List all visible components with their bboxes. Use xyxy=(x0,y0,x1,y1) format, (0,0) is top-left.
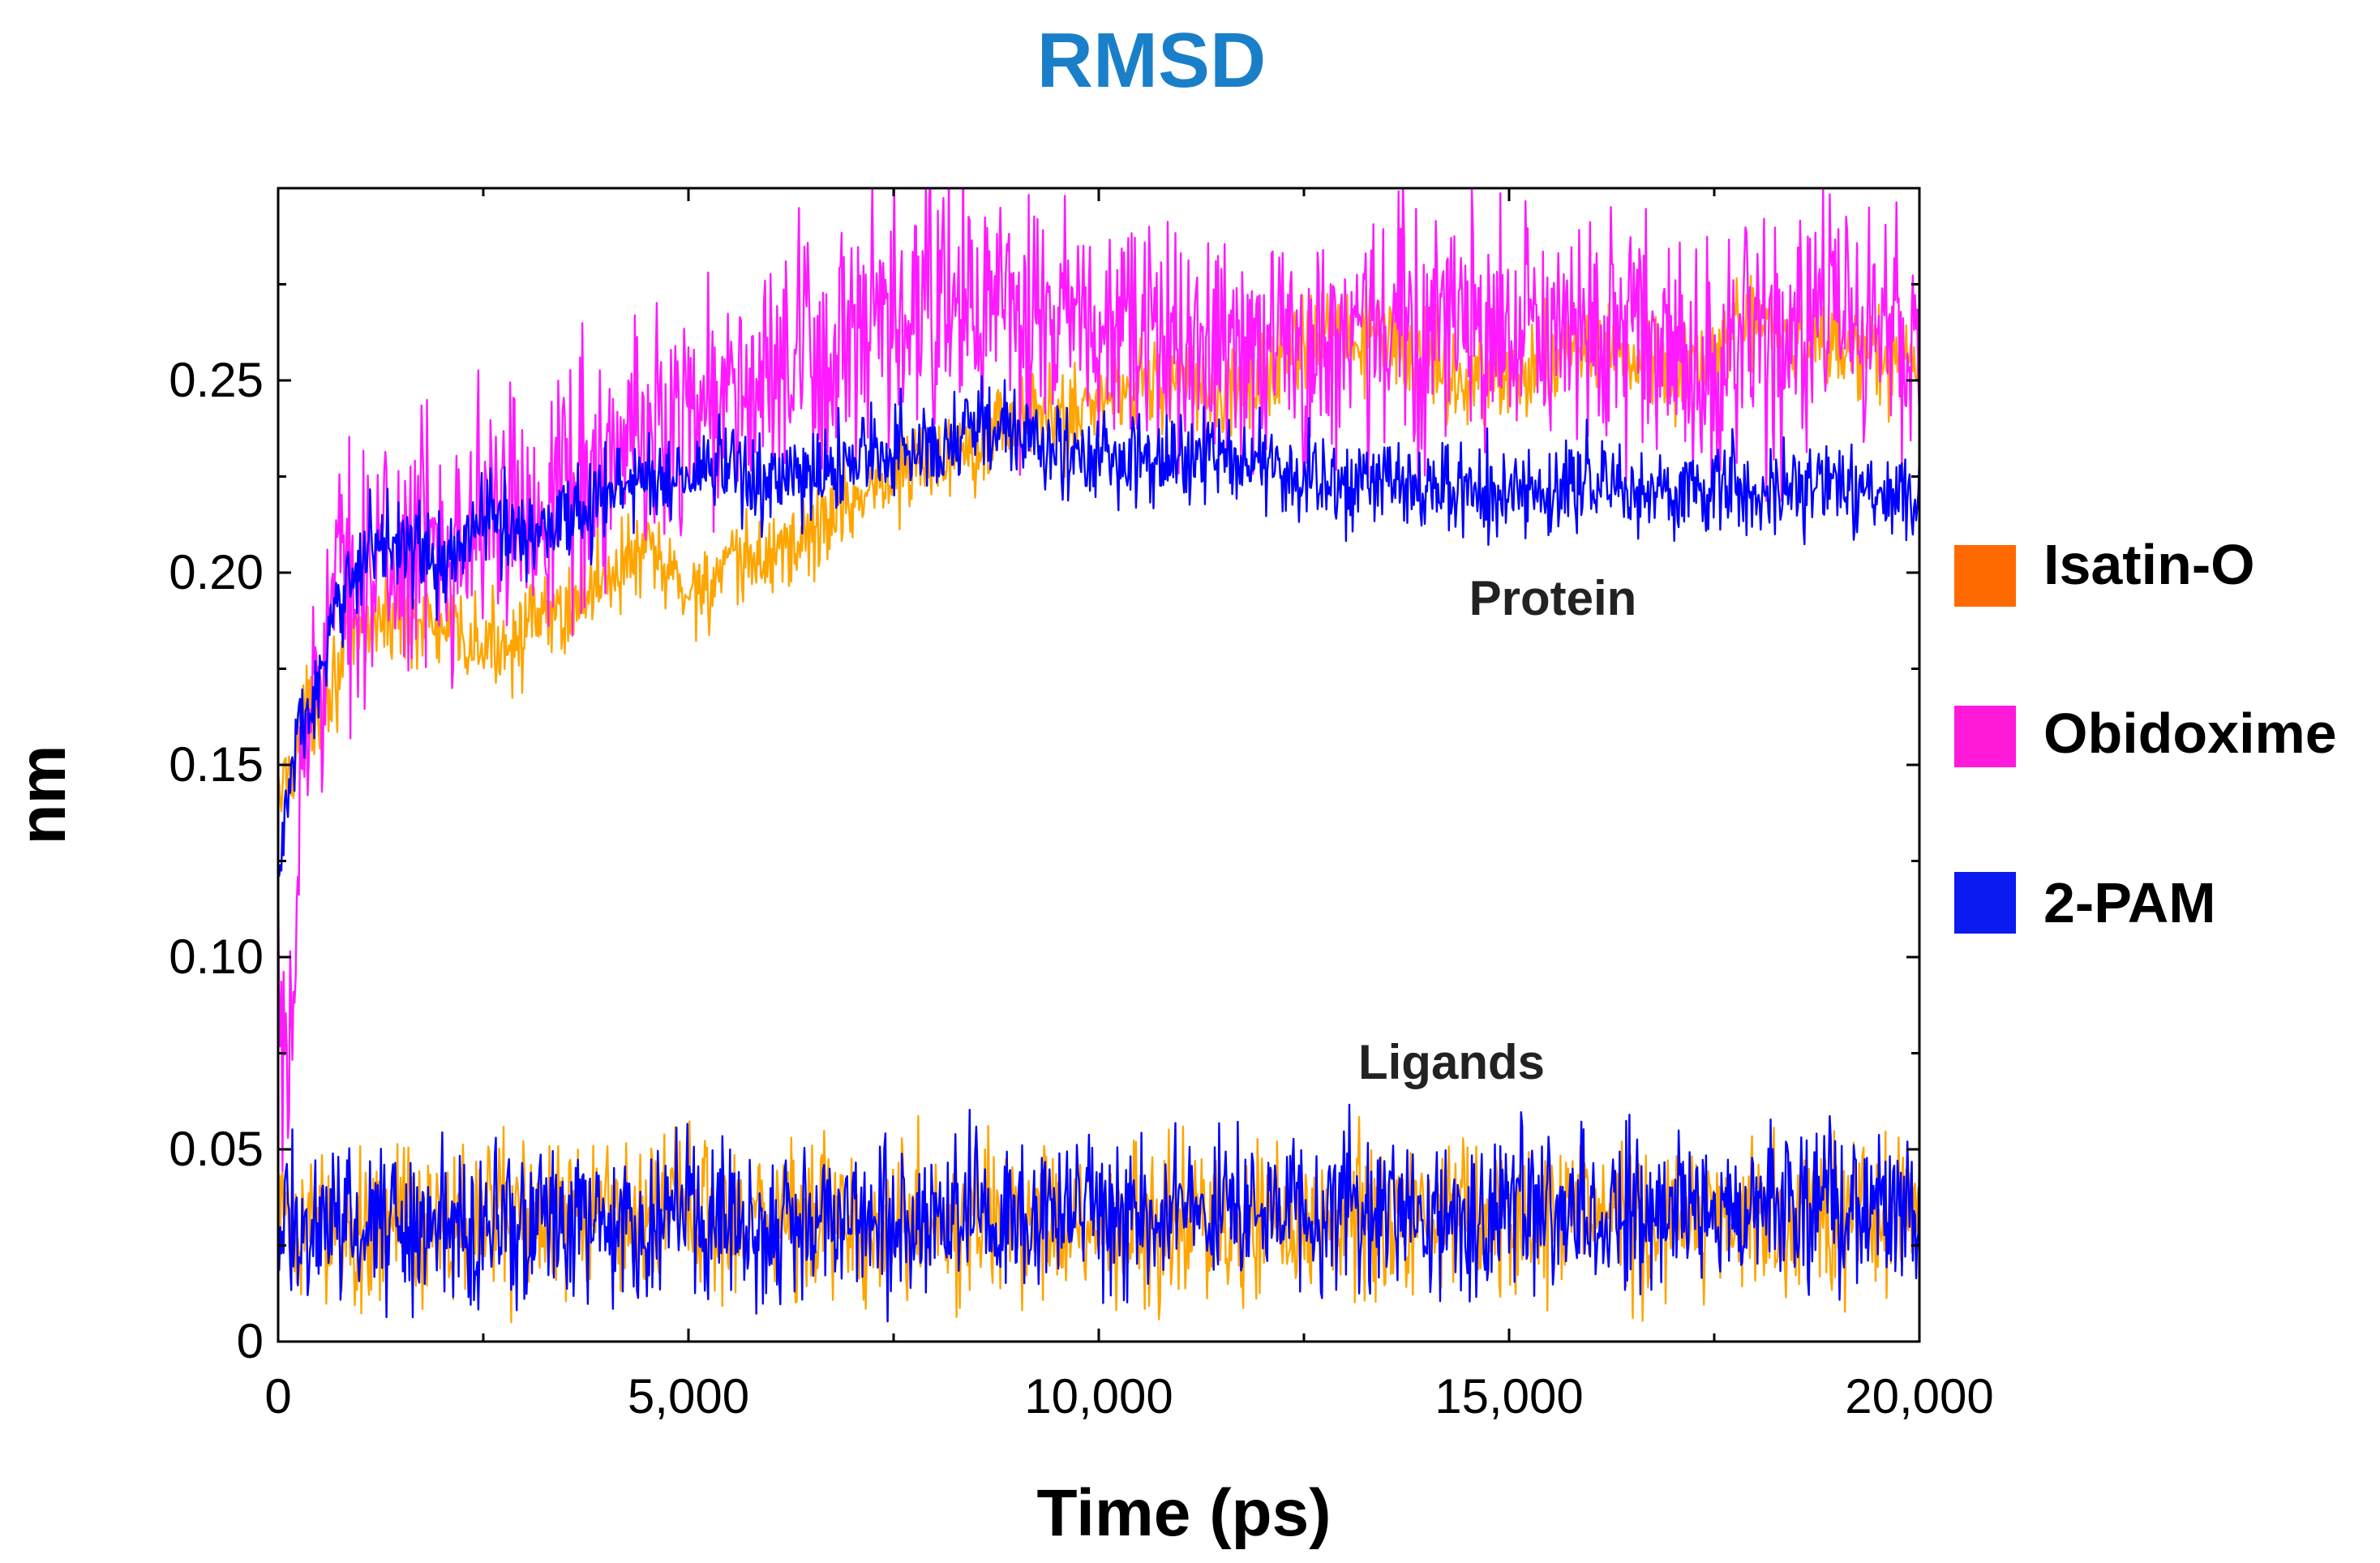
y-axis-label: nm xyxy=(6,745,79,845)
series-line-2-pam-protein xyxy=(278,375,1919,878)
legend-label-2-pam: 2-PAM xyxy=(2043,871,2216,934)
chart-title: RMSD xyxy=(1037,17,1267,104)
x-tick-label: 0 xyxy=(264,1369,291,1423)
legend-label-obidoxime: Obidoxime xyxy=(2043,702,2337,765)
x-tick-label: 15,000 xyxy=(1434,1369,1584,1423)
legend: Isatin-O Obidoxime 2-PAM xyxy=(1954,533,2337,934)
x-tick-label: 20,000 xyxy=(1845,1369,1994,1423)
y-tick-label: 0.05 xyxy=(169,1122,264,1176)
y-tick-label: 0.25 xyxy=(169,353,264,407)
ticks-layer: 0 5,000 10,000 15,000 20,000 0 0.05 0.10 0.15 0.2… xyxy=(169,188,1994,1423)
y-tick-label: 0.10 xyxy=(169,930,264,984)
legend-swatch-2-pam xyxy=(1954,872,2016,934)
legend-swatch-obidoxime xyxy=(1954,706,2016,767)
legend-swatch-isatin-o xyxy=(1954,545,2016,607)
annotation-ligands: Ligands xyxy=(1358,1035,1545,1089)
x-tick-label: 5,000 xyxy=(628,1369,749,1423)
y-tick-label: 0 xyxy=(237,1314,264,1368)
annotation-protein: Protein xyxy=(1469,571,1637,625)
series-line-2-pam-ligands xyxy=(278,1103,1919,1323)
x-tick-label: 10,000 xyxy=(1024,1369,1173,1423)
y-tick-label: 0.15 xyxy=(169,737,264,792)
x-axis-label: Time (ps) xyxy=(1037,1476,1332,1550)
legend-label-isatin-o: Isatin-O xyxy=(2043,533,2255,596)
y-tick-label: 0.20 xyxy=(169,545,264,599)
series-line-obidoxime-protein xyxy=(278,188,1919,1172)
series-layer xyxy=(278,188,1919,1324)
